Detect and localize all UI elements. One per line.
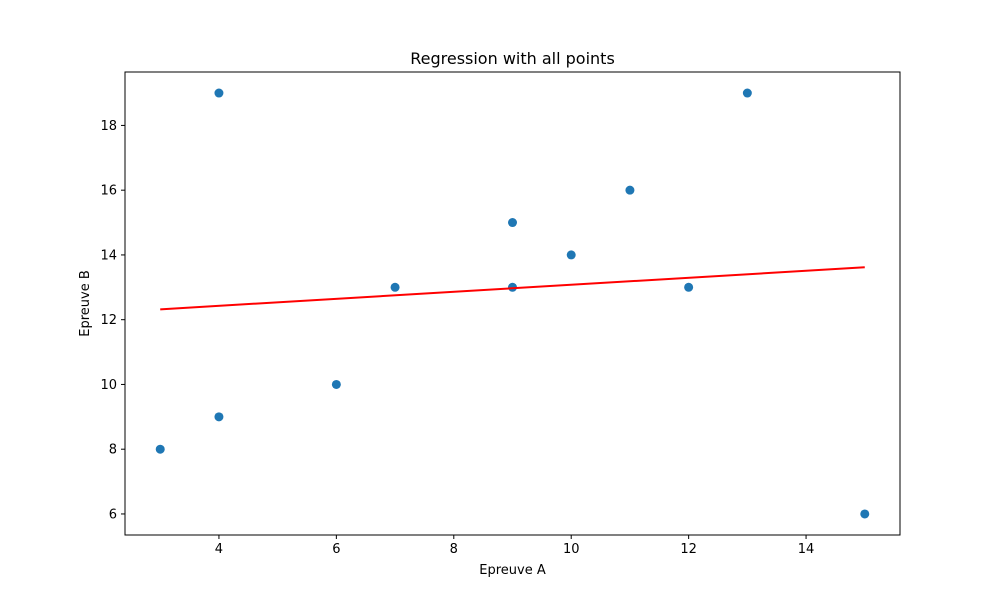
y-axis: 6 8 10 12 14 16 18 — [100, 119, 125, 522]
y-tick-label: 8 — [109, 443, 117, 458]
x-axis-title: Epreuve A — [479, 563, 546, 578]
plot-area — [155, 88, 870, 519]
scatter-point — [566, 250, 576, 260]
scatter-point — [155, 444, 165, 454]
plot-frame — [124, 71, 901, 536]
y-tick-label: 6 — [109, 507, 117, 522]
scatter-point — [331, 379, 341, 389]
x-tick-label: 4 — [215, 542, 223, 557]
x-axis: 4 6 8 10 12 14 — [215, 535, 815, 557]
regression-line — [160, 266, 865, 311]
scatter-point — [684, 282, 694, 292]
y-tick-label: 16 — [100, 184, 117, 199]
scatter-point — [742, 88, 752, 98]
chart-title: Regression with all points — [410, 49, 615, 68]
y-tick-label: 10 — [100, 378, 117, 393]
x-tick-label: 8 — [450, 542, 458, 557]
scatter-point — [625, 185, 635, 195]
scatter-point — [390, 282, 400, 292]
scatter-point — [214, 88, 224, 98]
y-tick-label: 18 — [100, 119, 117, 134]
scatter-point — [860, 509, 870, 519]
x-tick-label: 10 — [563, 542, 580, 557]
scatter-point — [508, 218, 517, 228]
x-tick-label: 14 — [798, 542, 815, 557]
x-tick-label: 6 — [332, 542, 340, 557]
scatter-point — [214, 412, 224, 422]
y-tick-label: 14 — [100, 248, 117, 263]
y-tick-label: 12 — [100, 313, 117, 328]
x-tick-label: 12 — [680, 542, 697, 557]
y-axis-title: Epreuve B — [78, 270, 93, 337]
